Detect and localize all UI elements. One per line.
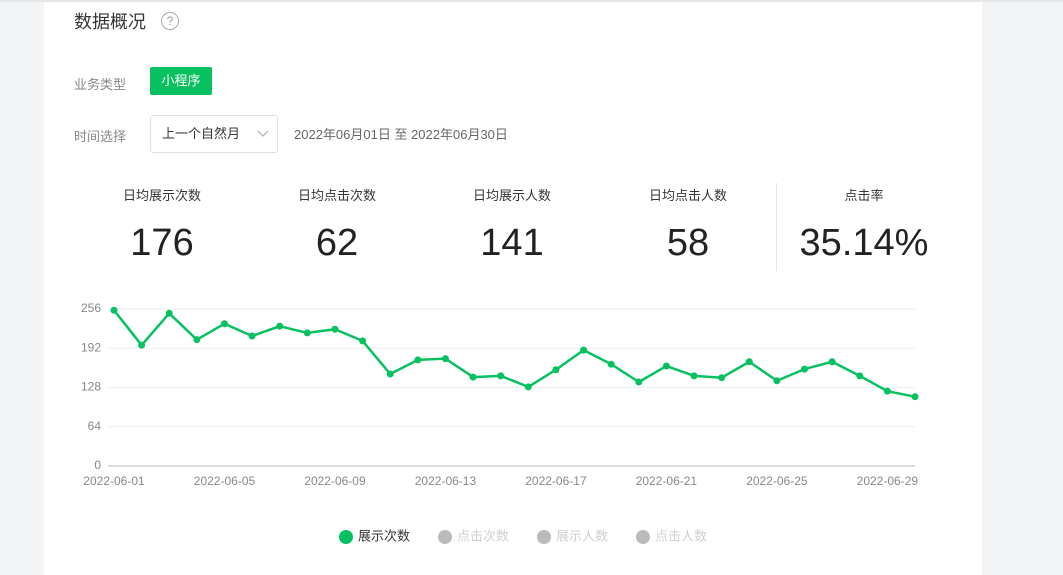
x-tick-label: 2022-06-17 — [525, 474, 587, 488]
date-range: 2022年06月01日 至 2022年06月30日 — [294, 127, 508, 142]
legend-marker — [537, 530, 551, 544]
point — [165, 309, 173, 317]
x-tick-label: 2022-06-05 — [194, 474, 256, 488]
legend-item[interactable]: 展示人数 — [537, 528, 608, 544]
legend-item[interactable]: 点击人数 — [636, 528, 707, 544]
stat-label: 日均展示次数 — [122, 188, 201, 203]
point — [607, 360, 615, 368]
type-tag[interactable]: 小程序 — [150, 67, 212, 95]
legend-marker — [636, 530, 650, 544]
point — [911, 393, 919, 401]
stat-value: 176 — [130, 222, 194, 264]
point — [773, 377, 781, 385]
legend-item[interactable]: 点击次数 — [438, 528, 509, 544]
x-tick-label: 2022-06-09 — [304, 474, 366, 488]
point — [828, 358, 836, 366]
y-tick-label: 0 — [94, 458, 101, 472]
top-border — [0, 0, 1063, 2]
point — [718, 374, 726, 382]
chevron — [257, 130, 269, 137]
point — [801, 365, 809, 373]
point — [745, 358, 753, 366]
point — [359, 337, 367, 345]
stat-label: 日均展示人数 — [472, 188, 551, 203]
point — [110, 306, 118, 314]
point — [497, 372, 505, 380]
stat-label: 日均点击人数 — [648, 188, 727, 203]
line — [113, 309, 916, 398]
x-tick-label: 2022-06-21 — [636, 474, 698, 488]
x-tick-label: 2022-06-25 — [746, 474, 808, 488]
divider — [776, 183, 777, 271]
y-tick-label: 128 — [81, 380, 101, 394]
point — [524, 383, 532, 391]
point — [552, 366, 560, 374]
filter-label: 业务类型 — [74, 77, 127, 92]
filter-label: 时间选择 — [74, 129, 127, 144]
stat-value: 141 — [480, 222, 544, 264]
legend-marker — [339, 530, 353, 544]
y-tick-label: 256 — [81, 301, 101, 315]
card — [44, 2, 982, 575]
stat-value: 35.14% — [799, 222, 929, 264]
legend-label: 点击次数 — [457, 528, 509, 543]
stat-label: 日均点击次数 — [297, 188, 376, 203]
point — [469, 373, 477, 381]
legend-label: 展示人数 — [556, 528, 608, 543]
point — [414, 356, 422, 364]
point — [580, 346, 588, 354]
point — [635, 378, 643, 386]
time-select[interactable]: 上一个自然月 — [150, 115, 278, 153]
x-tick-label: 2022-06-29 — [857, 474, 919, 488]
stat-label: 点击率 — [844, 188, 884, 203]
stat-value: 62 — [315, 222, 359, 264]
point — [276, 322, 284, 330]
legend-label: 展示次数 — [358, 528, 410, 543]
point — [220, 320, 228, 328]
point — [662, 362, 670, 370]
point — [690, 372, 698, 380]
point — [303, 329, 311, 337]
y-tick-label: 192 — [81, 340, 101, 354]
page-title: 数据概况 — [74, 12, 146, 32]
x-tick-label: 2022-06-13 — [415, 474, 477, 488]
point — [883, 387, 891, 395]
point — [331, 325, 339, 333]
point — [856, 372, 864, 380]
legend-label: 点击人数 — [655, 528, 707, 543]
point — [386, 370, 394, 378]
point — [138, 341, 146, 349]
legend-marker — [438, 530, 452, 544]
point — [441, 355, 449, 363]
y-tick-label: 64 — [88, 419, 102, 433]
select-value: 上一个自然月 — [162, 126, 241, 141]
help-icon[interactable]: ? — [161, 12, 179, 30]
stat-value: 58 — [666, 222, 710, 264]
point — [248, 332, 256, 340]
x-tick-label: 2022-06-01 — [83, 474, 145, 488]
point — [193, 336, 201, 344]
legend-item[interactable]: 展示次数 — [339, 528, 410, 544]
